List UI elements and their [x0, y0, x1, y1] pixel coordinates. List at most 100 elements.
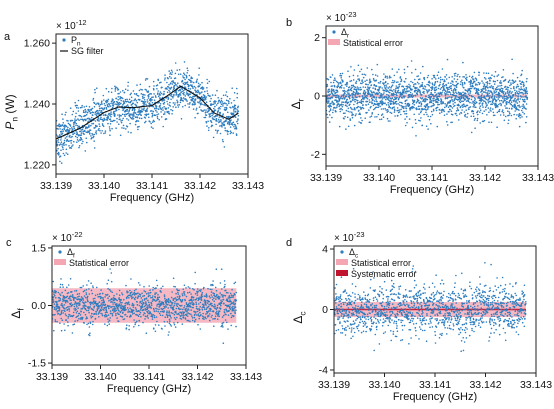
data-point — [116, 293, 118, 295]
data-point — [222, 94, 225, 97]
data-point — [336, 86, 339, 89]
data-point — [464, 115, 466, 118]
data-point — [198, 315, 201, 318]
data-point — [395, 103, 398, 105]
data-point — [210, 291, 213, 293]
data-point — [130, 291, 133, 294]
data-point — [119, 304, 121, 307]
data-point — [60, 278, 62, 280]
data-point — [54, 319, 57, 321]
data-point — [65, 314, 67, 317]
data-point — [352, 84, 355, 87]
data-point — [341, 101, 343, 103]
data-point — [133, 115, 135, 117]
data-point — [142, 97, 144, 100]
data-point — [425, 95, 427, 98]
data-point — [524, 98, 526, 101]
data-point — [501, 109, 504, 111]
data-point — [196, 80, 198, 82]
data-point — [429, 82, 431, 84]
data-point — [231, 288, 233, 291]
data-point — [227, 111, 229, 114]
x-axis-label: Frequency (GHz) — [390, 184, 474, 196]
data-point — [94, 300, 97, 303]
data-point — [185, 302, 188, 304]
data-point — [375, 98, 377, 100]
panel-b: b33.139 33.140 33.141 33.142 33.143Frequency… — [286, 10, 554, 196]
data-point — [487, 72, 490, 75]
data-point — [334, 79, 337, 81]
data-point — [184, 310, 187, 312]
data-point — [513, 86, 515, 88]
data-point — [362, 76, 365, 79]
data-point — [91, 323, 94, 326]
data-point — [463, 111, 466, 113]
data-point — [192, 97, 195, 100]
data-point — [115, 314, 117, 317]
data-point — [409, 107, 412, 110]
data-point — [144, 291, 147, 293]
data-point — [354, 86, 357, 89]
data-point — [147, 95, 150, 98]
data-point — [61, 132, 64, 134]
data-point — [75, 289, 78, 292]
data-point — [433, 84, 436, 87]
data-point — [400, 80, 403, 82]
data-point — [120, 121, 123, 124]
data-point — [181, 300, 184, 302]
data-point — [359, 86, 362, 89]
data-point — [516, 98, 518, 101]
data-point — [148, 312, 151, 315]
data-point — [143, 298, 146, 300]
data-point — [147, 97, 150, 99]
data-point — [344, 115, 346, 118]
data-point — [361, 79, 364, 81]
data-point — [113, 299, 116, 301]
data-point — [162, 302, 165, 304]
data-point — [431, 88, 434, 90]
data-point — [58, 123, 60, 125]
data-point — [524, 92, 526, 95]
data-point — [461, 79, 463, 82]
data-point — [416, 92, 418, 94]
data-point — [366, 95, 368, 97]
data-point — [374, 107, 376, 110]
data-point — [331, 92, 334, 95]
data-point — [525, 116, 528, 118]
data-point — [383, 92, 385, 94]
data-point — [406, 65, 409, 68]
data-point — [202, 88, 204, 91]
data-point — [415, 107, 418, 109]
data-point — [97, 129, 100, 131]
data-point — [70, 302, 72, 304]
data-point — [63, 139, 66, 142]
data-point — [96, 309, 99, 312]
data-point — [107, 279, 110, 282]
data-point — [351, 114, 353, 117]
data-point — [174, 62, 177, 64]
data-point — [467, 93, 470, 95]
data-point — [220, 119, 222, 121]
data-point — [215, 290, 218, 292]
data-point — [156, 308, 158, 310]
data-point — [393, 106, 395, 108]
data-point — [176, 321, 179, 324]
data-point — [517, 85, 520, 88]
data-point — [469, 101, 471, 104]
data-point — [418, 89, 421, 91]
data-point — [177, 106, 180, 108]
y-axis-label: Δr — [289, 98, 306, 109]
data-point — [113, 112, 116, 115]
data-point — [110, 113, 113, 115]
data-point — [423, 76, 426, 79]
data-point — [405, 92, 407, 94]
data-point — [462, 61, 464, 64]
data-point — [138, 304, 141, 307]
data-point — [477, 93, 480, 96]
data-point — [135, 116, 137, 118]
data-point — [198, 289, 201, 292]
data-point — [65, 111, 67, 114]
data-point — [362, 104, 364, 106]
data-point — [104, 296, 106, 298]
data-point — [470, 131, 473, 134]
